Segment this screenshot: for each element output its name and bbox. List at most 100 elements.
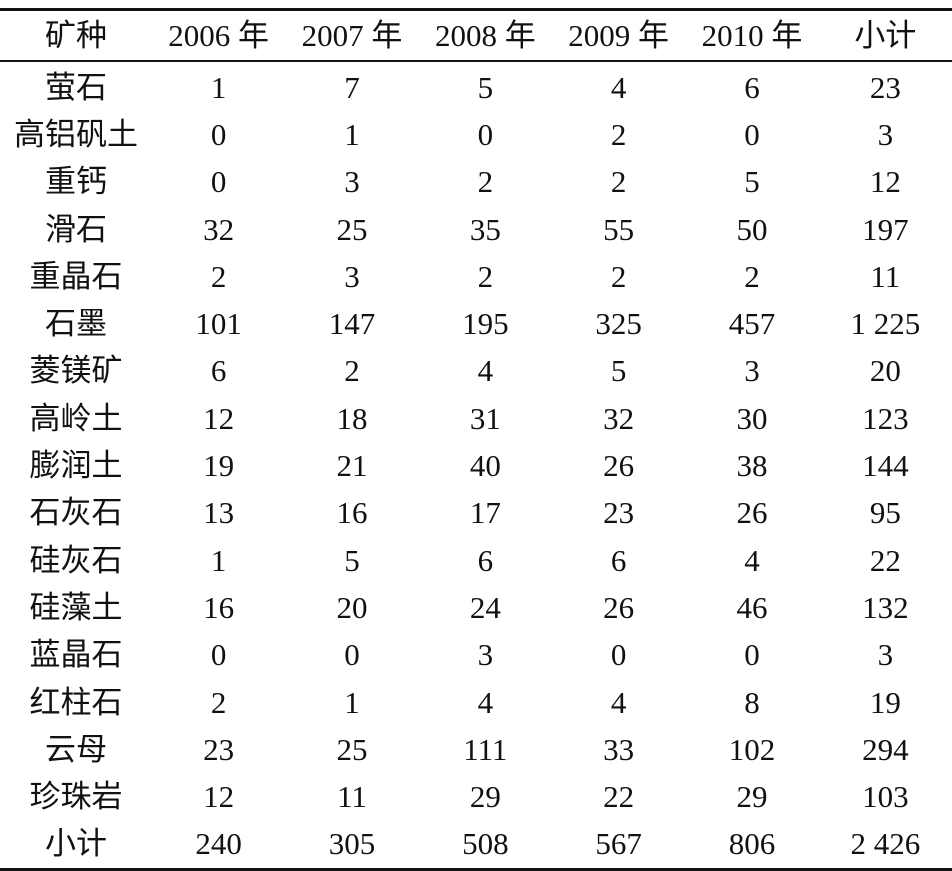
value-cell: 31 [469, 400, 501, 436]
table-row: 膨润土 19 21 40 26 38 144 [0, 442, 952, 489]
header-mineral: 矿种 [45, 18, 107, 53]
value-cell: 3 [877, 116, 894, 152]
value-cell: 2 [744, 258, 760, 294]
value-cell: 29 [469, 779, 501, 815]
value-cell: 3 [477, 637, 494, 673]
value-cell: 11 [337, 779, 367, 815]
table-row: 萤石 1 7 5 4 6 23 [0, 62, 952, 111]
value-cell: 3 [344, 164, 360, 200]
mineral-name-cell: 重晶石 [29, 258, 123, 294]
value-cell: 0 [210, 164, 227, 200]
value-cell: 6 [210, 353, 227, 389]
value-cell: 30 [736, 400, 768, 436]
value-cell: 22 [603, 779, 635, 815]
header-2010: 2010 年 [701, 18, 803, 53]
value-cell: 101 [195, 306, 242, 342]
data-table-body: 萤石 1 7 5 4 6 23 高铝矾土 0 1 0 2 0 3 重钙 0 3 2 2 5 12 滑石 32 25 35 55 50… [0, 62, 952, 868]
value-cell: 2 [610, 164, 627, 200]
table-row: 石墨 101 147 195 325 457 1 225 [0, 300, 952, 347]
mineral-name-cell: 石灰石 [29, 495, 123, 531]
value-cell: 1 [210, 69, 227, 105]
value-cell: 1 225 [850, 306, 921, 342]
value-cell: 2 [610, 116, 627, 152]
mineral-name-cell: 高铝矾土 [14, 116, 138, 152]
table-row: 硅藻土 16 20 24 26 46 132 [0, 584, 952, 631]
value-cell: 5 [610, 353, 627, 389]
value-cell: 5 [477, 69, 494, 105]
table-row: 重晶石 2 3 2 2 2 11 [0, 253, 952, 300]
table-row: 蓝晶石 0 0 3 0 0 3 [0, 631, 952, 678]
value-cell: 2 [610, 258, 627, 294]
value-cell: 1 [344, 116, 360, 152]
table-row: 高铝矾土 0 1 0 2 0 3 [0, 111, 952, 158]
mineral-name-cell: 高岭土 [29, 400, 123, 436]
value-cell: 11 [870, 258, 901, 294]
mineral-name-cell: 膨润土 [29, 448, 123, 484]
table-row: 云母 23 25 111 33 102 294 [0, 726, 952, 773]
value-cell: 567 [595, 826, 642, 862]
value-cell: 40 [469, 448, 501, 484]
value-cell: 13 [203, 495, 235, 531]
value-cell: 1 [210, 542, 227, 578]
value-cell: 240 [195, 826, 242, 862]
table-row: 滑石 32 25 35 55 50 197 [0, 205, 952, 252]
value-cell: 3 [744, 353, 760, 389]
value-cell: 2 426 [850, 826, 921, 862]
value-cell: 46 [736, 589, 768, 625]
value-cell: 23 [203, 731, 235, 767]
mineral-name-cell: 硅藻土 [29, 589, 123, 625]
value-cell: 20 [869, 353, 901, 389]
header-rule [0, 60, 952, 62]
table-row: 高岭土 12 18 31 32 30 123 [0, 395, 952, 442]
mineral-name-cell: 红柱石 [29, 684, 123, 720]
value-cell: 457 [728, 306, 776, 342]
value-cell: 26 [603, 448, 635, 484]
mineral-table: 矿种 2006 年 2007 年 2008 年 2009 年 2010 年 小计… [0, 8, 952, 871]
value-cell: 19 [869, 684, 901, 720]
value-cell: 0 [344, 637, 360, 673]
total-row: 小计 240 305 508 567 806 2 426 [0, 820, 952, 867]
value-cell: 50 [736, 211, 768, 247]
value-cell: 103 [862, 779, 909, 815]
table-row: 石灰石 13 16 17 23 26 95 [0, 489, 952, 536]
value-cell: 24 [469, 589, 501, 625]
header-subtotal: 小计 [854, 18, 917, 53]
top-rule [0, 8, 952, 11]
value-cell: 102 [728, 731, 776, 767]
value-cell: 2 [210, 684, 227, 720]
value-cell: 2 [477, 164, 494, 200]
bottom-rule [0, 867, 952, 871]
value-cell: 16 [336, 495, 368, 531]
mineral-name-cell: 云母 [45, 731, 107, 767]
value-cell: 12 [203, 779, 235, 815]
value-cell: 26 [603, 589, 635, 625]
value-cell: 18 [336, 400, 368, 436]
value-cell: 33 [603, 731, 635, 767]
value-cell: 3 [344, 258, 360, 294]
value-cell: 806 [728, 826, 776, 862]
value-cell: 4 [477, 353, 494, 389]
header-2007: 2007 年 [301, 18, 403, 53]
value-cell: 55 [603, 211, 635, 247]
value-cell: 8 [744, 684, 760, 720]
header-2006: 2006 年 [168, 18, 270, 53]
value-cell: 197 [862, 211, 909, 247]
value-cell: 20 [336, 589, 368, 625]
value-cell: 1 [344, 684, 360, 720]
value-cell: 305 [328, 826, 376, 862]
mineral-name-cell: 菱镁矿 [29, 353, 123, 389]
value-cell: 35 [469, 211, 501, 247]
header-2008: 2008 年 [434, 18, 536, 53]
table-row: 重钙 0 3 2 2 5 12 [0, 158, 952, 205]
value-cell: 7 [344, 69, 360, 105]
value-cell: 16 [203, 589, 235, 625]
value-cell: 0 [210, 116, 227, 152]
table-row: 硅灰石 1 5 6 6 4 22 [0, 536, 952, 583]
value-cell: 4 [477, 684, 494, 720]
mineral-name-cell: 重钙 [45, 164, 107, 200]
value-cell: 4 [610, 684, 627, 720]
value-cell: 0 [210, 637, 227, 673]
value-cell: 325 [595, 306, 642, 342]
value-cell: 22 [869, 542, 901, 578]
value-cell: 5 [344, 542, 360, 578]
